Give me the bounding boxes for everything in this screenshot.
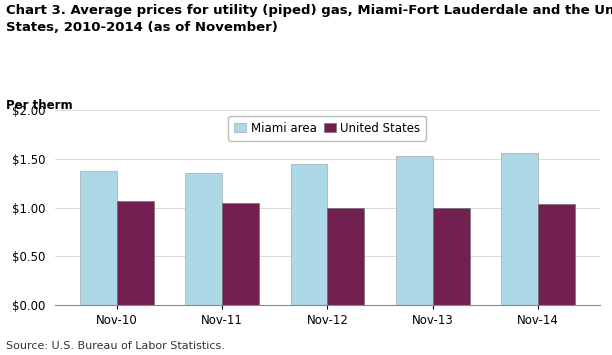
Text: Source: U.S. Bureau of Labor Statistics.: Source: U.S. Bureau of Labor Statistics.: [6, 342, 225, 351]
Bar: [80, 170, 117, 305]
Legend: Miami area, United States: Miami area, United States: [228, 116, 427, 141]
Text: Per therm: Per therm: [6, 99, 73, 113]
Bar: [222, 203, 259, 305]
Bar: [327, 208, 364, 305]
Bar: [538, 204, 575, 305]
Bar: [396, 156, 433, 305]
Bar: [291, 164, 327, 305]
Bar: [433, 208, 469, 305]
Bar: [117, 201, 154, 305]
Text: Chart 3. Average prices for utility (piped) gas, Miami-Fort Lauderdale and the U: Chart 3. Average prices for utility (pip…: [6, 4, 612, 34]
Bar: [501, 153, 538, 305]
Bar: [185, 173, 222, 305]
